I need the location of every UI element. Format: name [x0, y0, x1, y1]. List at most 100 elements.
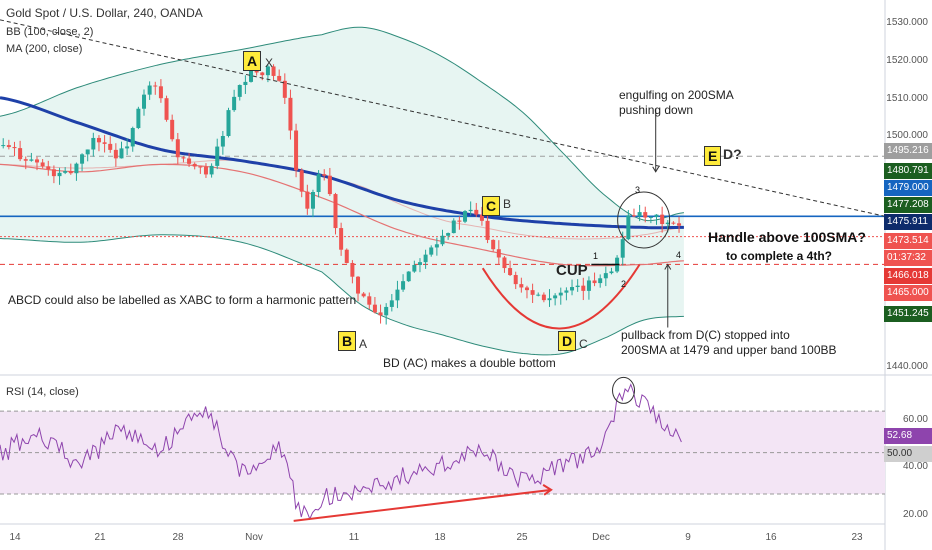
candle-body — [620, 239, 625, 258]
candle-body — [237, 85, 242, 97]
ma-legend[interactable]: MA (200, close) — [6, 43, 83, 55]
candle-body — [220, 135, 225, 147]
handle-note-subtitle: to complete a 4th? — [726, 249, 833, 263]
rsi-tick: 60.00 — [902, 414, 928, 425]
rsi-line — [0, 383, 682, 521]
candle-body — [136, 108, 141, 129]
time-tick: 25 — [516, 532, 528, 543]
candle-body — [85, 149, 90, 155]
candle-body — [249, 70, 254, 82]
candle-body — [564, 290, 569, 293]
candle-body — [586, 280, 591, 291]
candle-body — [575, 285, 580, 288]
candle-body — [18, 148, 23, 160]
pullback-arrowhead — [664, 263, 672, 270]
candle-body — [260, 72, 265, 76]
rsi-tick: 40.00 — [902, 461, 928, 472]
candle-body — [530, 290, 535, 295]
candle-body — [553, 295, 558, 299]
point-a-label: A — [243, 51, 262, 71]
rsi-value-badge: 52.68 — [884, 428, 932, 444]
last-price-badge: 1473.514 — [884, 233, 932, 249]
candle-body — [660, 214, 665, 225]
candle-body — [389, 300, 394, 307]
candle-body — [299, 170, 304, 192]
candle-body — [451, 220, 456, 234]
pullback-note-line2: 200SMA at 1479 and upper band 100BB — [621, 343, 837, 357]
support-level-badge: 1479.000 — [884, 180, 932, 196]
candle-body — [378, 312, 383, 316]
candle-body — [63, 171, 68, 173]
candle-body — [677, 223, 682, 226]
price-tick: 1510.000 — [886, 93, 928, 104]
time-tick: Dec — [592, 532, 610, 543]
candle-body — [288, 97, 293, 131]
candle-body — [654, 214, 659, 217]
candle-body — [508, 268, 513, 276]
time-tick: 9 — [685, 532, 691, 543]
countdown-badge: 01:37:32 — [884, 250, 932, 266]
double-bottom-note: BD (AC) makes a double bottom — [383, 356, 556, 370]
candle-body — [46, 166, 51, 170]
candle-body — [406, 271, 411, 282]
candle-body — [367, 296, 372, 305]
time-tick: 18 — [434, 532, 446, 543]
candle-body — [215, 146, 220, 166]
level-badge: 1495.216 — [884, 143, 932, 159]
candle-body — [158, 86, 163, 99]
candle-body — [192, 163, 197, 167]
chart-title: Gold Spot / U.S. Dollar, 240, OANDA — [6, 6, 203, 20]
candle-body — [547, 298, 552, 301]
candle-body — [153, 85, 158, 87]
candle-body — [91, 137, 96, 150]
candle-body — [496, 249, 501, 258]
candle-body — [648, 216, 653, 218]
candle-body — [108, 143, 113, 150]
bb-legend[interactable]: BB (100, close, 2) — [6, 26, 94, 38]
candle-body — [23, 159, 28, 161]
candle-body — [147, 85, 152, 95]
price-tick: 1520.000 — [886, 55, 928, 66]
engulfing-arrowhead — [652, 166, 660, 173]
point-e-label: E — [704, 146, 722, 166]
candle-body — [429, 247, 434, 255]
candle-body — [344, 249, 349, 263]
price-tick: 1440.000 — [886, 361, 928, 372]
candle-body — [446, 233, 451, 236]
candle-body — [1, 145, 6, 147]
candle-body — [671, 222, 676, 224]
candle-body — [125, 146, 130, 149]
candle-body — [40, 162, 45, 167]
candle-body — [305, 191, 310, 209]
point-b-label: B — [338, 331, 357, 351]
cup-curve — [481, 263, 641, 330]
engulfing-note: engulfing on 200SMA pushing down — [619, 88, 734, 117]
bb-lower-line — [0, 234, 684, 356]
wave-3-label: 3 — [635, 185, 641, 195]
rsi-legend[interactable]: RSI (14, close) — [6, 386, 79, 398]
wave-4-label: 4 — [676, 250, 682, 260]
bb-upper-line — [0, 26, 684, 222]
candle-body — [603, 273, 608, 279]
candle-body — [198, 166, 203, 168]
candle-body — [226, 110, 231, 136]
candle-body — [423, 254, 428, 263]
candle-body — [203, 166, 208, 175]
candle-body — [479, 214, 484, 221]
candle-body — [254, 70, 259, 73]
point-e-sublabel: D? — [723, 146, 742, 162]
point-d-label: D — [558, 331, 577, 351]
point-d-sublabel: C — [579, 337, 588, 351]
point-a-sublabel: X — [265, 56, 274, 70]
candle-body — [175, 139, 180, 158]
price-tick: 1530.000 — [886, 17, 928, 28]
candle-body — [12, 147, 17, 149]
time-tick: 28 — [172, 532, 184, 543]
candle-body — [491, 239, 496, 250]
candle-body — [581, 285, 586, 291]
candle-body — [463, 211, 468, 222]
candle-body — [609, 271, 614, 274]
candle-body — [519, 284, 524, 288]
handle-note-title: Handle above 100SMA? — [708, 229, 866, 245]
